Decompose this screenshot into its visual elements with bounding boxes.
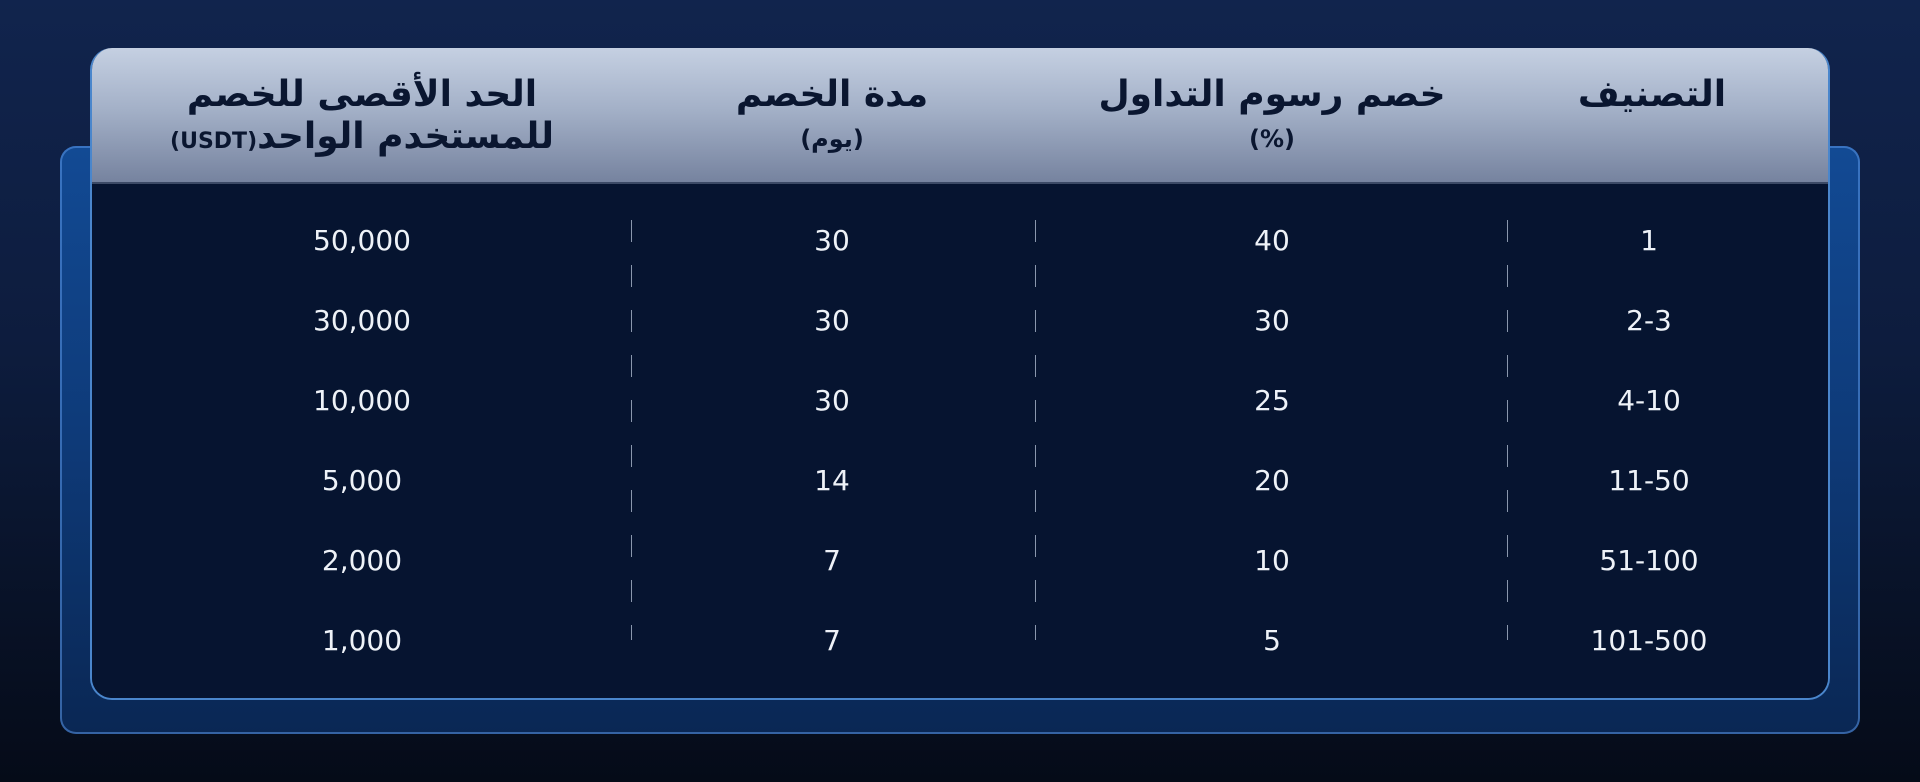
cell-discount: 20 xyxy=(1254,464,1290,497)
column-divider xyxy=(1035,220,1036,640)
cell-max: 10,000 xyxy=(313,384,411,417)
header-rank: التصنيف xyxy=(1472,48,1828,184)
header-max-discount: الحد الأقصى للخصم للمستخدم الواحد(USDT) xyxy=(92,48,632,184)
header-subtitle: (%) xyxy=(1249,125,1295,153)
header-title: خصم رسوم التداول xyxy=(1098,74,1446,115)
cell-max: 5,000 xyxy=(321,464,403,497)
cell-discount: 5 xyxy=(1263,624,1281,657)
header-title: مدة الخصم xyxy=(735,74,929,115)
cell-rank: 51-100 xyxy=(1599,544,1699,577)
table-header: التصنيف خصم رسوم التداول (%) مدة الخصم (… xyxy=(92,48,1828,184)
cell-discount: 30 xyxy=(1254,304,1290,337)
column-divider xyxy=(631,220,632,640)
cell-rank: 1 xyxy=(1640,224,1658,257)
cell-max: 1,000 xyxy=(321,624,403,657)
cell-duration: 14 xyxy=(814,464,850,497)
header-subtitle-text: للمستخدم الواحد xyxy=(257,116,554,157)
cell-discount: 10 xyxy=(1254,544,1290,577)
header-unit: (USDT) xyxy=(170,129,258,154)
cell-discount: 25 xyxy=(1254,384,1290,417)
cell-duration: 7 xyxy=(823,624,841,657)
cell-duration: 30 xyxy=(814,304,850,337)
cell-rank: 11-50 xyxy=(1608,464,1690,497)
cell-max: 2,000 xyxy=(321,544,403,577)
header-title: التصنيف xyxy=(1577,74,1727,115)
cell-rank: 2-3 xyxy=(1626,304,1672,337)
header-subtitle: (يوم) xyxy=(800,125,864,153)
table-body: 1 40 30 50,000 2-3 30 30 30,000 4-10 25 30 10,000 11… xyxy=(92,184,1828,698)
column-divider xyxy=(1507,220,1508,640)
cell-rank: 101-500 xyxy=(1590,624,1708,657)
header-discount: خصم رسوم التداول (%) xyxy=(1072,48,1472,184)
cell-rank: 4-10 xyxy=(1617,384,1681,417)
cell-duration: 30 xyxy=(814,224,850,257)
cell-max: 30,000 xyxy=(313,304,411,337)
rewards-table: التصنيف خصم رسوم التداول (%) مدة الخصم (… xyxy=(90,48,1830,700)
cell-max: 50,000 xyxy=(313,224,411,257)
cell-discount: 40 xyxy=(1254,224,1290,257)
header-duration: مدة الخصم (يوم) xyxy=(632,48,1032,184)
cell-duration: 7 xyxy=(823,544,841,577)
cell-duration: 30 xyxy=(814,384,850,417)
header-subtitle: للمستخدم الواحد(USDT) xyxy=(92,118,632,161)
header-title: الحد الأقصى للخصم xyxy=(186,74,538,115)
